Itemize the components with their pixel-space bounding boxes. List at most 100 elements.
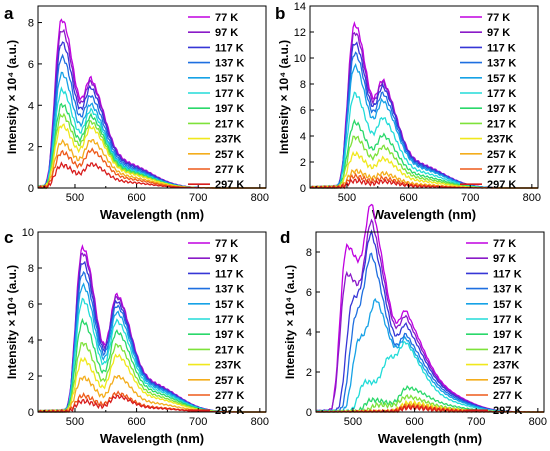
y-tick-label: 4 [28, 335, 34, 347]
y-tick-label: 4 [28, 100, 34, 112]
legend-label: 97 K [215, 27, 238, 39]
x-tick-label: 800 [523, 192, 541, 204]
plot-frame [37, 231, 267, 413]
legend-label: 97 K [215, 253, 238, 265]
x-tick-label: 600 [127, 416, 145, 428]
plot-frame [309, 5, 539, 189]
legend-label: 137 K [215, 284, 244, 296]
legend-label: 77 K [215, 12, 238, 24]
y-tick-label: 8 [300, 79, 306, 91]
x-tick-label: 700 [461, 192, 479, 204]
legend-label: 117 K [493, 268, 522, 280]
panel-c: c 500 600 700 800 0 2 4 6 8 10 Wavelength (nm) Inten… [4, 227, 269, 446]
x-tick-label: 700 [467, 416, 485, 428]
legend-label: 257 K [215, 375, 244, 387]
legend-label: 177 K [493, 314, 522, 326]
y-tick-label: 10 [22, 227, 34, 239]
y-tick-label: 14 [294, 1, 306, 13]
legend-label: 237K [493, 360, 519, 372]
y-tick-label: 2 [28, 142, 34, 154]
legend-label: 237K [215, 360, 241, 372]
y-axis-label: Intensity × 10⁴ (a.u.) [5, 40, 19, 154]
legend-label: 157 K [487, 73, 516, 85]
x-tick-label: 800 [251, 416, 269, 428]
x-tick-label: 600 [405, 416, 423, 428]
x-tick-label: 600 [127, 192, 145, 204]
plot-frame [315, 231, 545, 413]
legend-label: 297 K [215, 405, 244, 417]
y-tick-label: 10 [294, 53, 306, 65]
y-tick-label: 4 [300, 131, 306, 143]
y-tick-label: 0 [28, 183, 34, 195]
y-axis-label: Intensity × 10⁴ (a.u.) [283, 265, 297, 379]
x-tick-label: 500 [66, 192, 84, 204]
legend-label: 217 K [215, 344, 244, 356]
y-tick-label: 6 [306, 287, 312, 299]
x-tick-label: 500 [338, 192, 356, 204]
x-tick-label: 800 [529, 416, 547, 428]
legend-label: 277 K [487, 164, 516, 176]
legend-label: 117 K [215, 42, 244, 54]
legend-label: 197 K [493, 329, 522, 341]
legend-label: 137 K [487, 58, 516, 70]
x-tick-label: 500 [66, 416, 84, 428]
legend-label: 157 K [215, 73, 244, 85]
x-axis-label: Wavelength (nm) [100, 431, 204, 446]
y-tick-label: 2 [28, 371, 34, 383]
x-tick-label: 700 [189, 192, 207, 204]
legend-label: 177 K [487, 88, 516, 100]
legend-label: 277 K [215, 390, 244, 402]
panel-letter: b [275, 4, 285, 23]
legend-label: 197 K [487, 103, 516, 115]
legend-label: 117 K [215, 268, 244, 280]
x-axis-label: Wavelength (nm) [378, 431, 482, 446]
plot-frame [37, 5, 267, 189]
legend-label: 137 K [493, 284, 522, 296]
legend-label: 77 K [493, 238, 516, 250]
y-tick-label: 0 [28, 407, 34, 419]
y-axis-label: Intensity × 10⁴ (a.u.) [277, 40, 291, 154]
x-tick-label: 500 [344, 416, 362, 428]
legend-label: 297 K [493, 405, 522, 417]
panel-letter: c [4, 228, 13, 247]
legend-label: 177 K [215, 88, 244, 100]
y-tick-label: 8 [306, 247, 312, 259]
legend-label: 77 K [487, 12, 510, 24]
x-tick-label: 800 [251, 192, 269, 204]
legend-label: 237K [487, 134, 513, 146]
legend-label: 197 K [215, 329, 244, 341]
y-tick-label: 6 [300, 105, 306, 117]
x-axis-label: Wavelength (nm) [100, 207, 204, 222]
legend-label: 257 K [493, 375, 522, 387]
y-tick-label: 2 [300, 157, 306, 169]
x-tick-label: 700 [189, 416, 207, 428]
y-tick-label: 6 [28, 59, 34, 71]
x-tick-label: 600 [399, 192, 417, 204]
legend-label: 277 K [493, 390, 522, 402]
legend-label: 197 K [215, 103, 244, 115]
y-tick-label: 8 [28, 18, 34, 30]
legend-label: 297 K [215, 179, 244, 191]
x-axis-label: Wavelength (nm) [372, 207, 476, 222]
legend-label: 137 K [215, 58, 244, 70]
y-tick-label: 6 [28, 299, 34, 311]
panel-letter: a [4, 4, 14, 23]
legend-label: 257 K [215, 149, 244, 161]
legend-label: 157 K [493, 299, 522, 311]
legend-label: 217 K [487, 118, 516, 130]
legend-label: 217 K [493, 344, 522, 356]
legend-label: 237K [215, 134, 241, 146]
y-axis-label: Intensity × 10⁴ (a.u.) [5, 265, 19, 379]
y-tick-label: 12 [294, 27, 306, 39]
y-tick-label: 0 [300, 183, 306, 195]
legend-label: 157 K [215, 299, 244, 311]
y-tick-label: 4 [306, 327, 312, 339]
legend-label: 257 K [487, 149, 516, 161]
legend-label: 177 K [215, 314, 244, 326]
y-tick-label: 8 [28, 263, 34, 275]
legend-label: 117 K [487, 42, 516, 54]
y-tick-label: 2 [306, 367, 312, 379]
panel-b: b 500 600 700 800 0 2 4 6 8 10 12 14 Wavelength (nm) I… [275, 1, 541, 222]
panel-letter: d [280, 228, 290, 247]
